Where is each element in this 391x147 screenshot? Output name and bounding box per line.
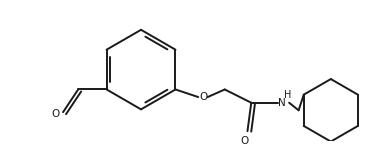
Text: N: N — [278, 98, 285, 108]
Text: H: H — [283, 90, 291, 100]
Text: O: O — [51, 109, 59, 119]
Text: O: O — [200, 92, 208, 102]
Text: O: O — [240, 136, 249, 146]
